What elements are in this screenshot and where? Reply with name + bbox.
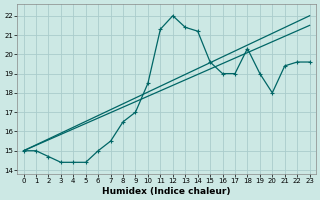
X-axis label: Humidex (Indice chaleur): Humidex (Indice chaleur) bbox=[102, 187, 231, 196]
